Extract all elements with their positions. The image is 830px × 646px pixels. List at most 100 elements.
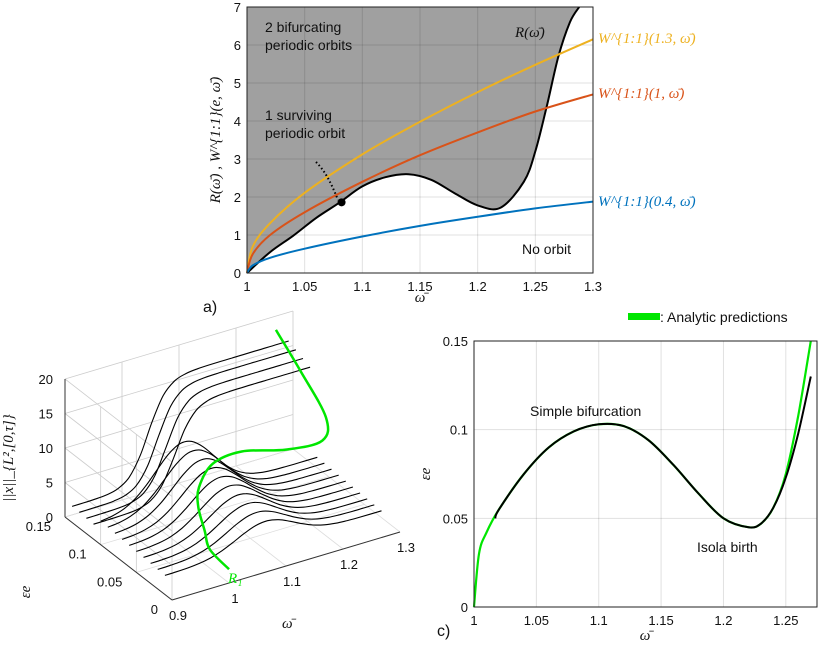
panel-b-curves	[71, 340, 382, 576]
panel-c-x-tick-label: 1	[470, 613, 477, 628]
panel-b-floor-grid	[178, 482, 287, 567]
panel-b-z-tick-label: 15	[39, 407, 53, 422]
panel-b-floor-grid	[136, 503, 365, 573]
panel-b-y-tick-label: 0.05	[97, 574, 122, 589]
panel-a-x-tick-label: 1.2	[469, 279, 487, 294]
panel-c-annotation-isola-birth: Isola birth	[697, 539, 758, 555]
panel-b-x-tick-label: 1.2	[340, 557, 358, 572]
panel-a-annotation-two-orbits-2: periodic orbits	[265, 37, 352, 53]
panel-c-annotation-simple-bifurcation: Simple bifurcation	[530, 403, 641, 419]
panel-a-y-tick-label: 0	[234, 266, 241, 281]
panel-a-y-label: R(ω̄) , W^{1:1}(e, ω̄)	[208, 77, 224, 205]
panel-a-y-tick-label: 2	[234, 190, 241, 205]
panel-b-floor-grid	[235, 465, 344, 550]
panel-b-slice-curve	[157, 504, 375, 570]
panel-b-y-tick-label: 0.1	[69, 547, 87, 562]
legend: : Analytic predictions	[628, 309, 788, 325]
panel-c-y-label: εe	[418, 467, 434, 480]
panel-b-x-tick-label: 0.9	[169, 608, 187, 623]
panel-a-x-tick-label: 1.05	[292, 279, 317, 294]
panel-b-x-tick-label: 1.1	[283, 574, 301, 589]
panel-a-x-tick-label: 1.25	[523, 279, 548, 294]
panel-b-curve-R1	[196, 329, 330, 571]
panel-b-y-label: εe	[18, 585, 34, 598]
panel-a-axes-box	[246, 6, 594, 274]
panel-b-slice-curve	[129, 475, 346, 546]
panel-a-annotation-one-orbit-2: periodic orbit	[265, 125, 345, 141]
panel-a-x-tick-label: 1.3	[584, 279, 602, 294]
panel-c-x-tick-label: 1.05	[524, 613, 549, 628]
panel-b-floor-grid	[64, 448, 294, 518]
panel-b-floor-grid	[292, 448, 401, 533]
panel-c-y-tick-label: 0	[461, 600, 468, 615]
panel-a-label-W-1.3: W^{1:1}(1.3, ω̄)	[598, 31, 696, 47]
panel-a-y-tick-label: 4	[234, 114, 241, 129]
panel-a-x-tick-label: 1	[243, 279, 250, 294]
legend-text: : Analytic predictions	[660, 309, 788, 325]
panel-a-series-W-0.4	[246, 200, 594, 274]
panel-b-z-tick-label: 20	[39, 372, 53, 387]
panel-c-axes-box	[473, 340, 818, 608]
panel-a-x-tick-label: 1.1	[353, 279, 371, 294]
panel-a-annotation-no-orbit: No orbit	[522, 241, 571, 257]
panel-b-slice-curve	[121, 466, 339, 540]
panel-b-y-tick-label: 0.15	[26, 519, 51, 534]
panel-a-y-tick-label: 6	[234, 38, 241, 53]
panel-c-y-tick-label: 0.1	[450, 423, 468, 438]
panel-a-label-W-1: W^{1:1}(1, ω̄)	[598, 86, 684, 102]
panel-b-slice-curve	[136, 484, 354, 552]
panel-a-x-ticks: 1 1.05 1.1 1.15 1.2 1.25 1.3	[243, 279, 602, 294]
panel-b-axes	[64, 310, 401, 601]
panel-a-y-ticks: 0 1 2 3 4 5 6 7	[234, 0, 241, 281]
panel-a-marker	[337, 198, 346, 207]
panel-b-slice-curve	[93, 366, 311, 525]
panel-b-slice-curve	[150, 498, 368, 564]
panel-b-side-grid	[64, 413, 173, 497]
panel-c: 1 1.05 1.1 1.15 1.2 1.25 0 0.05 0.1 0.15 Simple …	[418, 334, 818, 644]
panel-b-x-tick-label: 1.3	[397, 540, 415, 555]
panel-b-curve-label: R₁	[227, 571, 242, 587]
panel-a-label-R: R(ω̄)	[514, 25, 545, 41]
panel-c-series-numerical	[494, 376, 812, 529]
panel-b-z-tick-label: 10	[39, 441, 53, 456]
panel-b-floor-grid	[121, 499, 230, 584]
panel-c-plot-area	[474, 341, 817, 607]
panel-a-label-W-0.4: W^{1:1}(0.4, ω̄)	[598, 194, 696, 210]
panel-c-label: c)	[437, 623, 450, 640]
panel-c-y-tick-label: 0.15	[443, 334, 468, 349]
panel-a-y-tick-label: 5	[234, 76, 241, 91]
panel-b-x-label: ω̄	[282, 616, 297, 632]
panel-b-slice-curve	[164, 510, 382, 576]
panel-b-z-label: ||x||_{L²,[0,τ]}	[1, 414, 17, 502]
panel-a-x-tick-label: 1.15	[407, 279, 432, 294]
panel-a-series-R	[246, 6, 581, 274]
panel-b-slice-curve	[86, 357, 304, 519]
panel-b-z-tick-label: 0	[46, 510, 53, 525]
panel-b-y-tick-label: 0	[151, 602, 158, 617]
panel-a-y-tick-label: 7	[234, 0, 241, 15]
panel-b-slice-curve	[100, 440, 318, 522]
panel-b-slice-curve	[71, 340, 289, 507]
panel-a-label: a)	[203, 299, 217, 316]
panel-b-slice-curve	[114, 458, 332, 534]
panel-c-x-tick-label: 1.15	[648, 613, 673, 628]
panel-a-series-W-1	[246, 93, 594, 274]
panel-a-y-tick-label: 3	[234, 152, 241, 167]
panel-b-slice-curve	[79, 349, 297, 513]
panel-a-y-tick-label: 1	[234, 228, 241, 243]
panel-a-shaded-region	[247, 7, 580, 273]
panel-a-annotation-two-orbits-1: 2 bifurcating	[265, 19, 341, 35]
panel-c-x-tick-label: 1.1	[590, 613, 608, 628]
panel-c-x-label: ω̄	[640, 628, 655, 644]
panel-b-y-axis	[64, 516, 173, 601]
panel-c-y-ticks: 0 0.05 0.1 0.15	[443, 334, 468, 615]
panel-c-y-tick-label: 0.05	[443, 511, 468, 526]
panel-b-side-grid	[64, 482, 173, 566]
panel-b-side-grid	[64, 447, 173, 532]
panel-c-x-tick-label: 1.2	[714, 613, 732, 628]
panel-b-z-tick-label: 5	[46, 476, 53, 491]
